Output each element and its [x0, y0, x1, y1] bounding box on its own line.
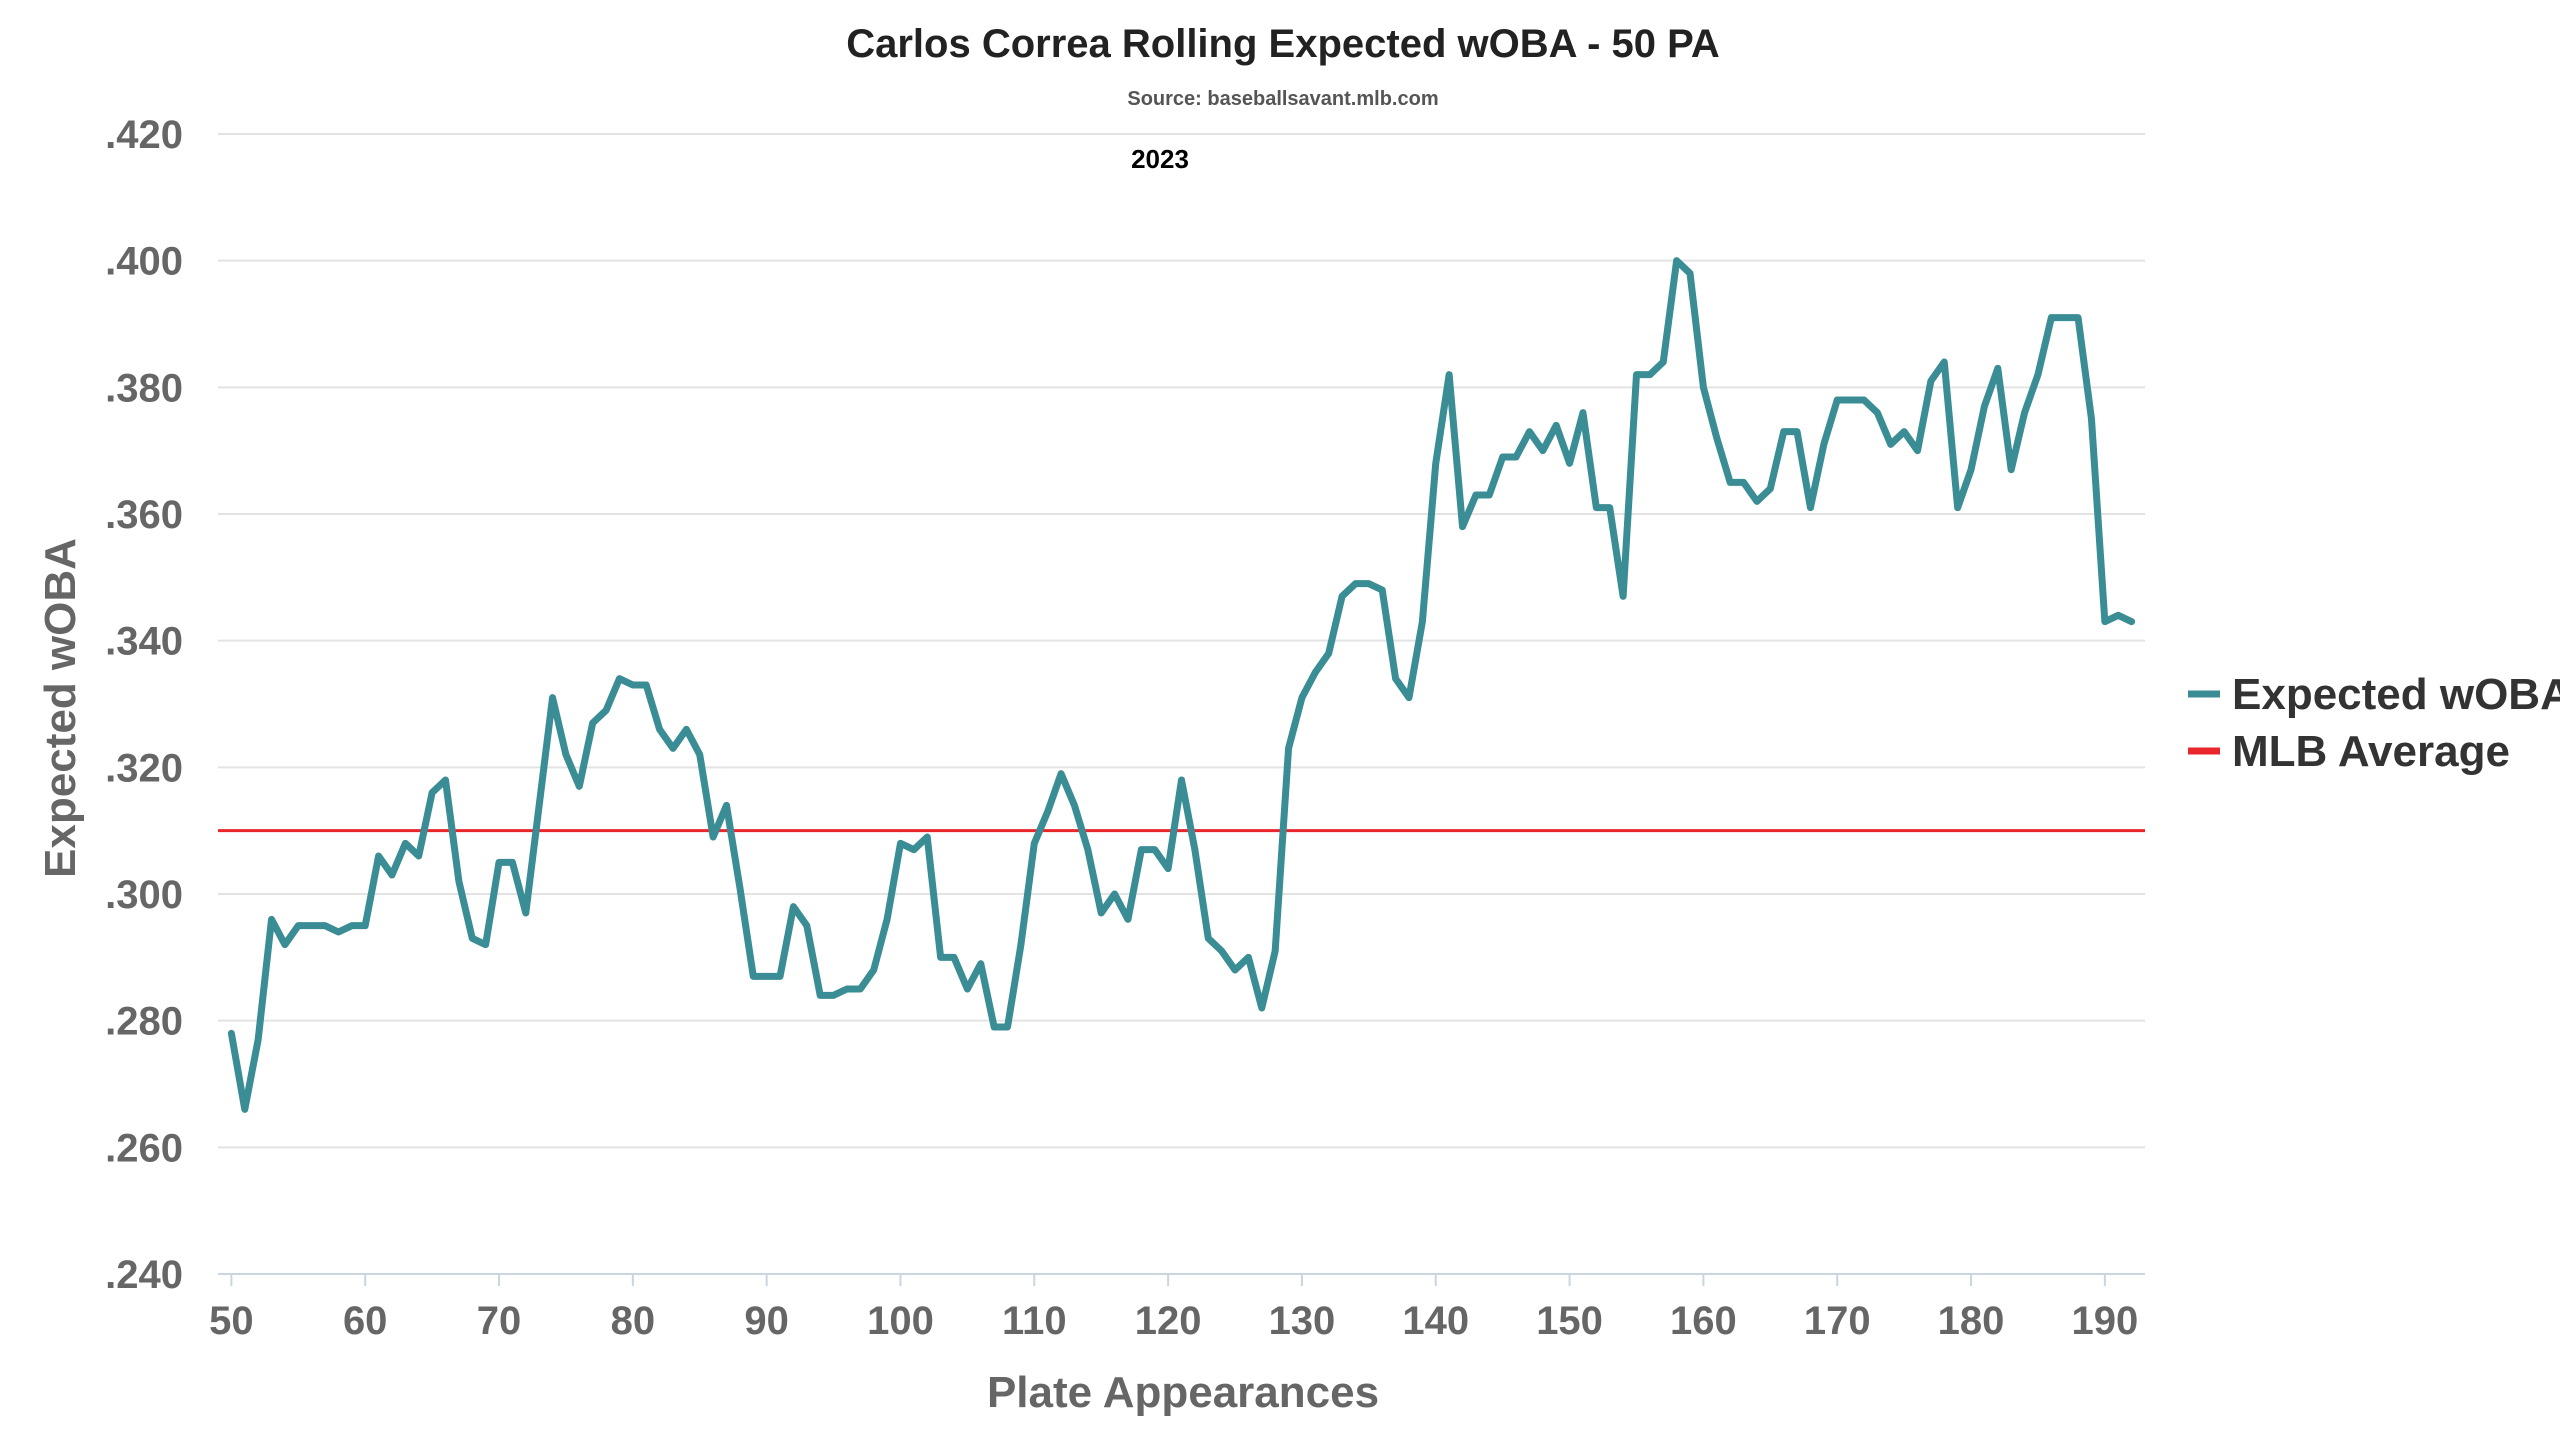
y-tick-label: .400	[105, 240, 183, 284]
y-tick-label: .240	[105, 1253, 183, 1297]
x-tick-label: 120	[1135, 1299, 1202, 1343]
x-tick-label: 70	[477, 1299, 522, 1343]
x-tick-label: 100	[867, 1299, 934, 1343]
x-tick-label: 60	[343, 1299, 388, 1343]
x-tick-label: 160	[1670, 1299, 1737, 1343]
x-tick-label: 140	[1402, 1299, 1469, 1343]
y-tick-label: .280	[105, 1000, 183, 1044]
y-tick-label: .380	[105, 366, 183, 410]
expected-woba-series-line	[227, 257, 2136, 1113]
y-tick-label: .340	[105, 620, 183, 664]
grid-lines	[218, 133, 2145, 1149]
legend-label-expected-woba: Expected wOBA	[2232, 670, 2560, 719]
legend-label-mlb-average: MLB Average	[2232, 727, 2510, 776]
chart-subtitle: Source: baseballsavant.mlb.com	[1127, 88, 1438, 110]
y-tick-label: .360	[105, 493, 183, 537]
x-tick-label: 110	[1002, 1299, 1067, 1343]
y-tick-label: .320	[105, 746, 183, 790]
x-tick-label: 130	[1269, 1299, 1336, 1343]
x-axis-ticks: 50 60 70 80 90 100 110 120 130 140 150 160 170 180 190	[209, 1274, 2138, 1343]
y-tick-label: .300	[105, 873, 183, 917]
x-tick-label: 150	[1536, 1299, 1603, 1343]
chart-title: Carlos Correa Rolling Expected wOBA - 50…	[846, 22, 1720, 66]
x-tick-label: 50	[209, 1299, 254, 1343]
legend: Expected wOBA MLB Average	[2188, 670, 2560, 776]
y-tick-label: .420	[105, 113, 183, 157]
season-annotation: 2023	[1131, 144, 1189, 174]
x-tick-label: 190	[2071, 1299, 2138, 1343]
x-tick-label: 180	[1938, 1299, 2005, 1343]
x-axis-label: Plate Appearances	[987, 1368, 1379, 1417]
y-tick-label: .260	[105, 1126, 183, 1170]
y-axis-ticks: .240 .260 .280 .300 .320 .340 .360 .380 .400 .420	[105, 113, 183, 1297]
x-tick-label: 170	[1804, 1299, 1871, 1343]
x-tick-label: 90	[744, 1299, 789, 1343]
x-tick-label: 80	[611, 1299, 656, 1343]
y-axis-label: Expected wOBA	[36, 538, 85, 878]
